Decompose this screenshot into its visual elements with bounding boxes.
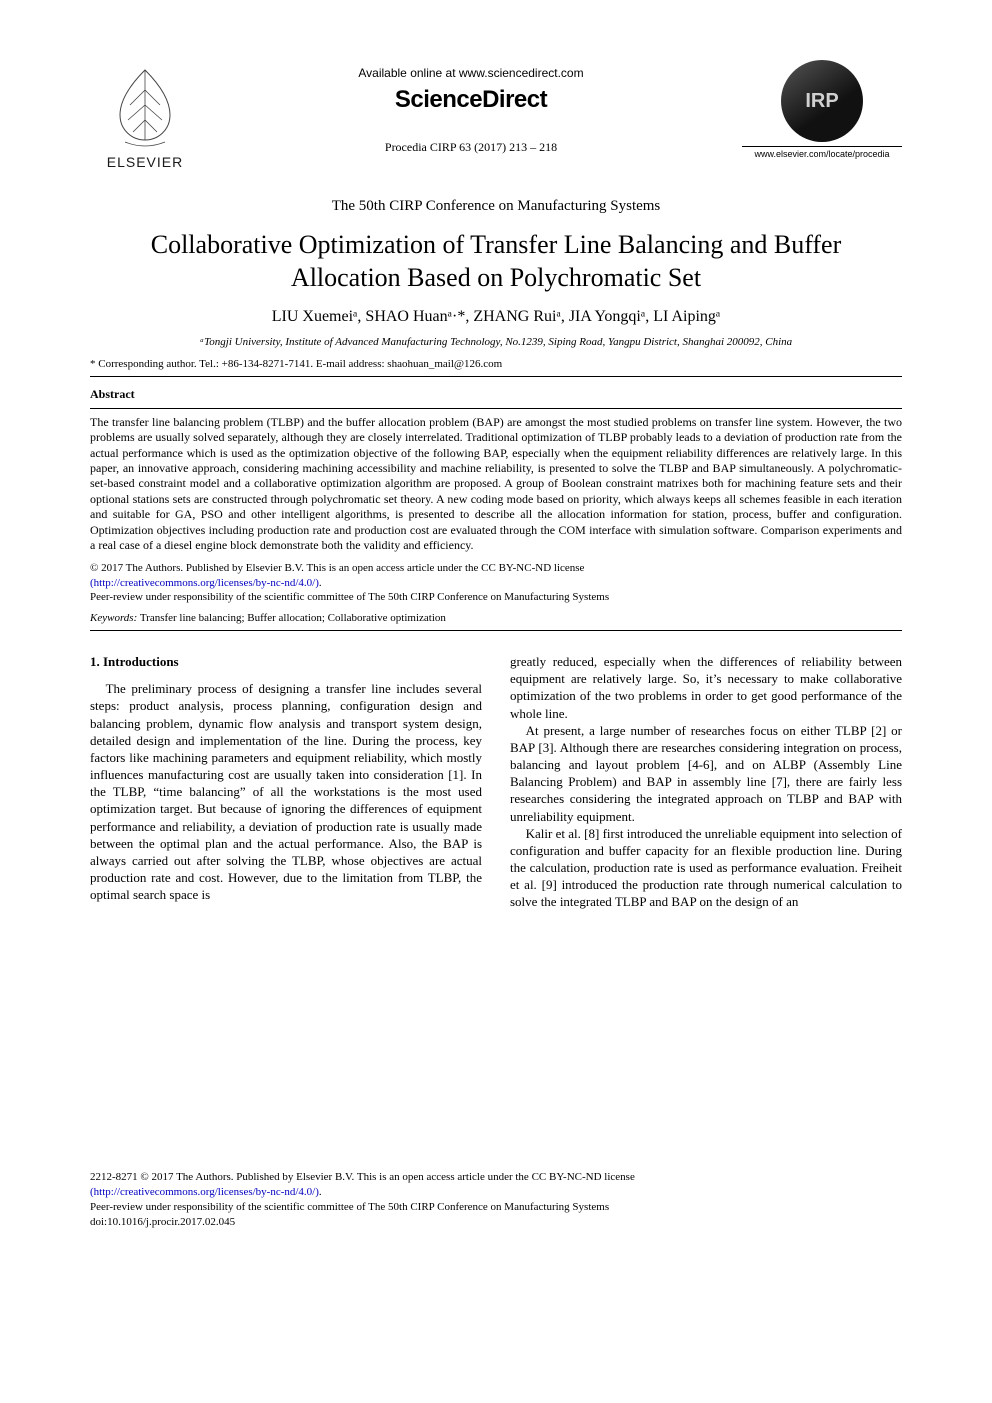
available-online-text: Available online at www.sciencedirect.co… — [200, 66, 742, 80]
footer-license-link[interactable]: (http://creativecommons.org/licenses/by-… — [90, 1186, 319, 1198]
elsevier-label: ELSEVIER — [90, 154, 200, 170]
peer-review-line: Peer-review under responsibility of the … — [90, 591, 609, 603]
rule-top-abstract — [90, 376, 902, 377]
irp-text: IRP — [805, 90, 838, 113]
journal-url: www.elsevier.com/locate/procedia — [742, 149, 902, 159]
rule-bottom-abstract — [90, 630, 902, 631]
paper-title: Collaborative Optimization of Transfer L… — [120, 229, 872, 294]
right-column: greatly reduced, especially when the dif… — [510, 653, 902, 910]
journal-logo-block: IRP www.elsevier.com/locate/procedia — [742, 60, 902, 159]
section-1-heading: 1. Introductions — [90, 653, 482, 670]
license-link[interactable]: (http://creativecommons.org/licenses/by-… — [90, 577, 319, 589]
doi-line: doi:10.1016/j.procir.2017.02.045 — [90, 1216, 235, 1228]
footer-peer-review: Peer-review under responsibility of the … — [90, 1201, 609, 1213]
center-header: Available online at www.sciencedirect.co… — [200, 60, 742, 155]
corresponding-author: * Corresponding author. Tel.: +86-134-82… — [90, 358, 902, 370]
elsevier-logo-block: ELSEVIER — [90, 60, 200, 170]
license-block: © 2017 The Authors. Published by Elsevie… — [90, 561, 902, 604]
right-para-2: At present, a large number of researches… — [510, 722, 902, 825]
license-line1: © 2017 The Authors. Published by Elsevie… — [90, 562, 584, 574]
keywords-text: Transfer line balancing; Buffer allocati… — [137, 612, 446, 624]
irp-circle-icon: IRP — [781, 60, 863, 142]
authors-line: LIU Xuemeiᵃ, SHAO Huanᵃ·*, ZHANG Ruiᵃ, J… — [90, 308, 902, 326]
right-para-3: Kalir et al. [8] first introduced the un… — [510, 825, 902, 911]
procedia-reference: Procedia CIRP 63 (2017) 213 – 218 — [200, 140, 742, 155]
right-para-1: greatly reduced, especially when the dif… — [510, 653, 902, 722]
corresponding-text: * Corresponding author. Tel.: +86-134-82… — [90, 358, 502, 370]
footer-issn-line: 2212-8271 © 2017 The Authors. Published … — [90, 1171, 635, 1183]
irp-rule — [742, 146, 902, 147]
conference-name: The 50th CIRP Conference on Manufacturin… — [90, 198, 902, 215]
keywords-label: Keywords: — [90, 612, 137, 624]
footer-block: 2212-8271 © 2017 The Authors. Published … — [90, 1170, 902, 1229]
abstract-body: The transfer line balancing problem (TLB… — [90, 415, 902, 553]
affiliation: ᵃTongji University, Institute of Advance… — [90, 336, 902, 348]
paper-page: ELSEVIER Available online at www.science… — [0, 0, 992, 1270]
left-column: 1. Introductions The preliminary process… — [90, 653, 482, 910]
rule-under-abstract-head — [90, 408, 902, 409]
left-para-1: The preliminary process of designing a t… — [90, 680, 482, 903]
keywords-line: Keywords: Transfer line balancing; Buffe… — [90, 612, 902, 624]
body-columns: 1. Introductions The preliminary process… — [90, 653, 902, 910]
header-row: ELSEVIER Available online at www.science… — [90, 60, 902, 170]
abstract-heading: Abstract — [90, 387, 902, 402]
elsevier-tree-icon — [100, 60, 190, 150]
sciencedirect-wordmark: ScienceDirect — [200, 86, 742, 114]
